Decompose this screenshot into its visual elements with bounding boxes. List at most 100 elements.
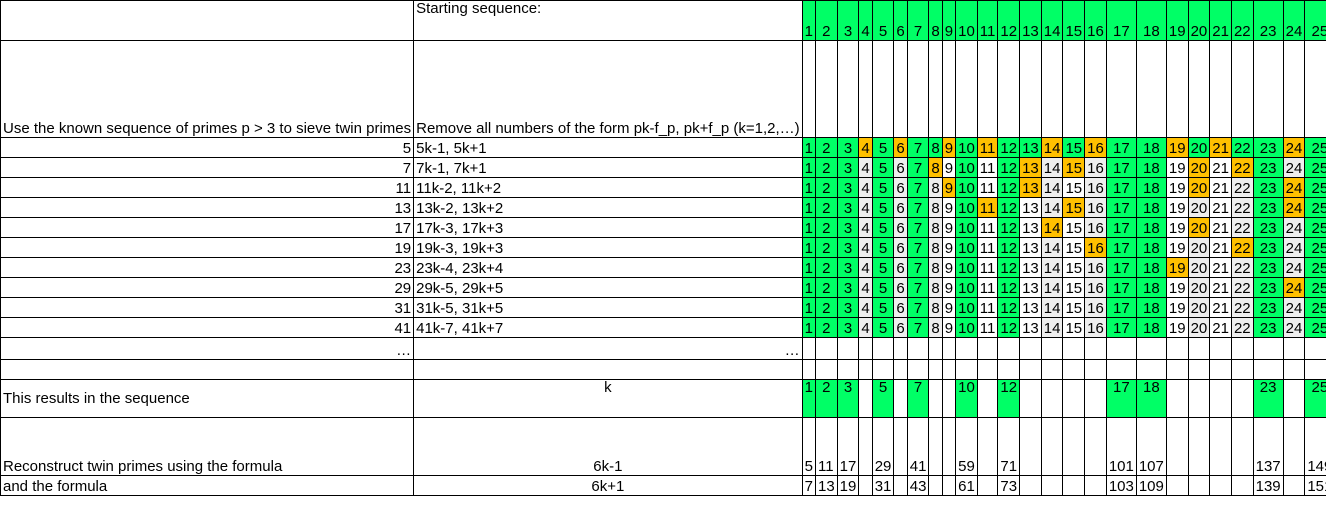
sieve-cell-23[interactable]: 23 xyxy=(1252,237,1284,258)
number-cell-12[interactable]: 12 xyxy=(997,0,1021,41)
sieve-cell-23[interactable]: 23 xyxy=(1252,197,1284,218)
sieve-cell-7[interactable]: 7 xyxy=(906,197,930,218)
k-cell-23[interactable]: 23 xyxy=(1252,379,1284,418)
sieve-cell-2[interactable]: 2 xyxy=(814,157,838,178)
empty-cell[interactable] xyxy=(1084,359,1107,380)
sieve-cell-25[interactable]: 25 xyxy=(1304,177,1326,198)
number-cell-4[interactable]: 4 xyxy=(858,0,873,41)
number-cell-7[interactable]: 7 xyxy=(906,0,930,41)
sieve-cell-25[interactable]: 25 xyxy=(1304,217,1326,238)
number-cell-8[interactable]: 8 xyxy=(928,0,943,41)
sieve-formula[interactable]: 31k-5, 31k+5 xyxy=(413,297,803,318)
sieve-cell-17[interactable]: 17 xyxy=(1105,217,1137,238)
sieve-cell-6[interactable]: 6 xyxy=(893,297,908,318)
sieve-cell-18[interactable]: 18 xyxy=(1135,217,1167,238)
sieve-cell-24[interactable]: 24 xyxy=(1282,177,1306,198)
sieve-cell-23[interactable]: 23 xyxy=(1252,137,1284,158)
empty-cell[interactable] xyxy=(814,40,838,138)
k-cell-13[interactable] xyxy=(1019,379,1042,418)
k-cell-9[interactable] xyxy=(941,379,957,418)
empty-cell[interactable] xyxy=(997,359,1021,380)
sieve-cell-17[interactable]: 17 xyxy=(1105,137,1137,158)
sieve-cell-4[interactable]: 4 xyxy=(858,297,873,318)
sieve-cell-23[interactable]: 23 xyxy=(1252,317,1284,338)
sieve-cell-11[interactable]: 11 xyxy=(976,177,999,198)
sieve-cell-23[interactable]: 23 xyxy=(1252,257,1284,278)
sieve-cell-23[interactable]: 23 xyxy=(1252,157,1284,178)
sieve-cell-20[interactable]: 20 xyxy=(1187,197,1211,218)
sieve-prime[interactable]: 13 xyxy=(0,197,415,218)
sieve-cell-8[interactable]: 8 xyxy=(928,137,943,158)
sieve-cell-3[interactable]: 3 xyxy=(836,197,860,218)
empty-cell[interactable] xyxy=(1187,40,1211,138)
empty-cell[interactable] xyxy=(1062,359,1086,380)
formula-6k-plus-1[interactable]: 6k+1 xyxy=(413,475,803,496)
sieve-cell-14[interactable]: 14 xyxy=(1040,217,1064,238)
sieve-cell-14[interactable]: 14 xyxy=(1040,317,1064,338)
sieve-cell-14[interactable]: 14 xyxy=(1040,137,1064,158)
prime-6k-minus-1-7[interactable]: 41 xyxy=(906,417,930,476)
sieve-cell-22[interactable]: 22 xyxy=(1230,257,1254,278)
sieve-cell-1[interactable]: 1 xyxy=(801,177,816,198)
sieve-cell-14[interactable]: 14 xyxy=(1040,237,1064,258)
sieve-cell-9[interactable]: 9 xyxy=(941,157,957,178)
empty-cell[interactable] xyxy=(1187,337,1211,360)
sieve-cell-21[interactable]: 21 xyxy=(1209,217,1232,238)
sieve-cell-10[interactable]: 10 xyxy=(955,297,978,318)
sieve-cell-21[interactable]: 21 xyxy=(1209,157,1232,178)
sieve-cell-3[interactable]: 3 xyxy=(836,317,860,338)
sieve-cell-22[interactable]: 22 xyxy=(1230,157,1254,178)
prime-6k-minus-1-18[interactable]: 107 xyxy=(1135,417,1167,476)
empty-cell[interactable] xyxy=(871,40,895,138)
sieve-cell-22[interactable]: 22 xyxy=(1230,197,1254,218)
sieve-cell-19[interactable]: 19 xyxy=(1165,257,1189,278)
sieve-formula[interactable]: 13k-2, 13k+2 xyxy=(413,197,803,218)
k-cell-24[interactable] xyxy=(1282,379,1306,418)
empty-cell[interactable] xyxy=(955,359,978,380)
prime-6k-minus-1-9[interactable] xyxy=(941,417,957,476)
empty-cell[interactable] xyxy=(1209,40,1232,138)
prime-6k-plus-1-16[interactable] xyxy=(1084,475,1107,496)
empty-cell[interactable] xyxy=(1040,40,1064,138)
sieve-cell-8[interactable]: 8 xyxy=(928,317,943,338)
sieve-cell-3[interactable]: 3 xyxy=(836,157,860,178)
sieve-formula[interactable]: 5k-1, 5k+1 xyxy=(413,137,803,158)
k-cell-16[interactable] xyxy=(1084,379,1107,418)
k-cell-10[interactable]: 10 xyxy=(955,379,978,418)
sieve-cell-23[interactable]: 23 xyxy=(1252,297,1284,318)
sieve-cell-16[interactable]: 16 xyxy=(1084,257,1107,278)
sieve-prime[interactable]: 29 xyxy=(0,277,415,298)
intro-description[interactable]: Use the known sequence of primes p > 3 t… xyxy=(0,40,415,138)
empty-cell[interactable] xyxy=(1084,40,1107,138)
sieve-cell-12[interactable]: 12 xyxy=(997,137,1021,158)
sieve-cell-19[interactable]: 19 xyxy=(1165,297,1189,318)
sieve-cell-22[interactable]: 22 xyxy=(1230,237,1254,258)
sieve-cell-4[interactable]: 4 xyxy=(858,277,873,298)
starting-sequence-label[interactable]: Starting sequence: xyxy=(413,0,803,41)
sieve-cell-17[interactable]: 17 xyxy=(1105,257,1137,278)
empty-cell[interactable] xyxy=(1230,40,1254,138)
sieve-cell-2[interactable]: 2 xyxy=(814,277,838,298)
sieve-cell-2[interactable]: 2 xyxy=(814,197,838,218)
prime-6k-minus-1-15[interactable] xyxy=(1062,417,1086,476)
empty-cell[interactable] xyxy=(1282,40,1306,138)
sieve-formula[interactable]: 29k-5, 29k+5 xyxy=(413,277,803,298)
sieve-cell-8[interactable]: 8 xyxy=(928,217,943,238)
sieve-cell-25[interactable]: 25 xyxy=(1304,297,1326,318)
sieve-formula[interactable]: 7k-1, 7k+1 xyxy=(413,157,803,178)
empty-cell[interactable] xyxy=(1252,337,1284,360)
sieve-cell-9[interactable]: 9 xyxy=(941,177,957,198)
sieve-cell-25[interactable]: 25 xyxy=(1304,317,1326,338)
sieve-formula[interactable]: 19k-3, 19k+3 xyxy=(413,237,803,258)
sieve-formula[interactable]: 17k-3, 17k+3 xyxy=(413,217,803,238)
number-cell-20[interactable]: 20 xyxy=(1187,0,1211,41)
sieve-prime[interactable]: 11 xyxy=(0,177,415,198)
and-formula-label[interactable]: and the formula xyxy=(0,475,415,496)
sieve-cell-11[interactable]: 11 xyxy=(976,157,999,178)
sieve-cell-24[interactable]: 24 xyxy=(1282,237,1306,258)
sieve-cell-16[interactable]: 16 xyxy=(1084,277,1107,298)
k-cell-1[interactable]: 1 xyxy=(801,379,816,418)
empty-cell[interactable] xyxy=(1282,359,1306,380)
prime-6k-minus-1-3[interactable]: 17 xyxy=(836,417,860,476)
sieve-cell-4[interactable]: 4 xyxy=(858,237,873,258)
